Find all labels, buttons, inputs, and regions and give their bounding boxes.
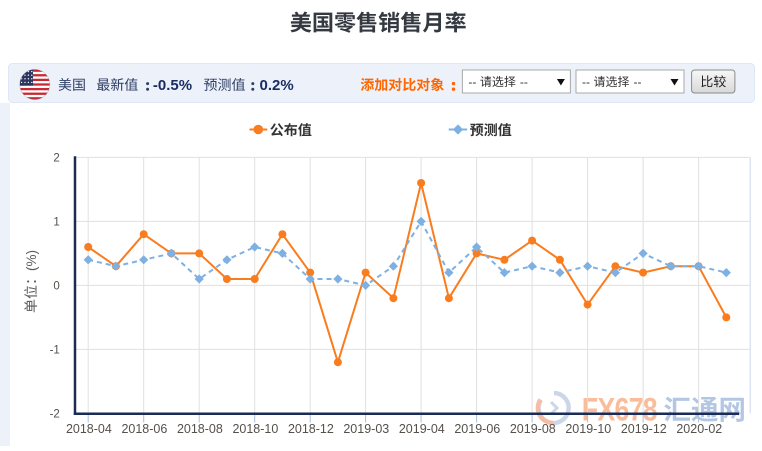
svg-text:--: -- — [582, 75, 590, 89]
svg-text:2019-04: 2019-04 — [399, 422, 445, 436]
svg-text:2018-04: 2018-04 — [66, 422, 112, 436]
svg-text:2018-08: 2018-08 — [177, 422, 223, 436]
svg-text:2018-10: 2018-10 — [232, 422, 278, 436]
svg-text:--: -- — [520, 75, 528, 89]
svg-text:1: 1 — [53, 217, 59, 229]
svg-text:2019-06: 2019-06 — [454, 422, 500, 436]
svg-text:FX678: FX678 — [582, 393, 657, 429]
svg-text:2019-10: 2019-10 — [565, 422, 611, 436]
svg-text:0.2%: 0.2% — [260, 77, 294, 94]
svg-text:2018-12: 2018-12 — [288, 422, 334, 436]
svg-text:-2: -2 — [50, 409, 60, 421]
svg-text:0: 0 — [53, 281, 59, 293]
svg-text:2020-02: 2020-02 — [676, 422, 722, 436]
svg-text:2019-12: 2019-12 — [621, 422, 667, 436]
svg-text:2019-03: 2019-03 — [343, 422, 389, 436]
svg-text:(%): (%) — [24, 250, 39, 271]
svg-text:2018-06: 2018-06 — [121, 422, 167, 436]
svg-text:-1: -1 — [50, 345, 60, 357]
svg-text:-0.5%: -0.5% — [153, 77, 192, 94]
svg-text:--: -- — [634, 75, 642, 89]
svg-text:2019-08: 2019-08 — [510, 422, 556, 436]
svg-text:2: 2 — [53, 153, 59, 165]
svg-text:--: -- — [468, 75, 476, 89]
